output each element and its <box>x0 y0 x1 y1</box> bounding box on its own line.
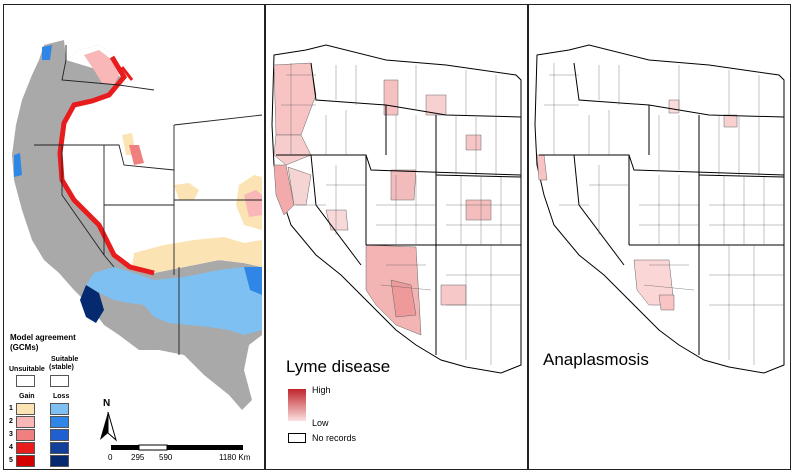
county-montana <box>723 114 738 128</box>
gain-level4-band <box>57 55 155 276</box>
gain-swatch <box>16 416 35 428</box>
county-new-mexico <box>440 284 467 306</box>
legend-level-number: 1 <box>9 405 13 412</box>
gain-swatch <box>16 429 35 441</box>
loss-label: Loss <box>53 393 70 400</box>
unsuitable-swatch <box>16 375 35 387</box>
gain-swatch <box>16 442 35 454</box>
loss-swatch <box>50 416 69 428</box>
loss-region <box>86 267 262 335</box>
suitable-label: Suitable <box>51 356 79 363</box>
model-agreement-panel: Model agreement (GCMs) Suitable (stable)… <box>3 4 265 470</box>
county-idaho <box>668 99 680 114</box>
lyme-disease-panel: Lyme disease High Low No records <box>265 4 528 470</box>
anaplasmosis-map <box>534 44 785 374</box>
loss-swatch <box>50 455 69 467</box>
gain-swatch <box>16 403 35 415</box>
anaplasmosis-counties <box>536 99 738 311</box>
gain-swatch <box>16 455 35 467</box>
county-arizona-small <box>658 294 675 311</box>
legend-title: Model agreement <box>10 333 76 342</box>
loss-region-level2 <box>244 267 262 295</box>
lyme-legend-low: Low <box>312 418 329 428</box>
no-records-label: No records <box>312 433 357 443</box>
anaplasmosis-title: Anaplasmosis <box>543 350 649 369</box>
loss-swatch <box>50 403 69 415</box>
loss-coast-patch <box>42 45 52 60</box>
county-wyoming <box>465 134 482 151</box>
legend-level-number: 3 <box>9 431 13 438</box>
gain-level3-patch <box>129 145 144 165</box>
county-california-coast <box>273 164 295 216</box>
legend-level-number: 4 <box>9 444 13 451</box>
scale-label-295: 295 <box>131 453 145 462</box>
suitable-swatch <box>50 375 69 387</box>
lyme-gradient-swatch <box>288 389 306 421</box>
county-oregon <box>273 134 312 166</box>
lyme-disease-map <box>271 44 522 374</box>
county-arizona-south <box>390 279 417 318</box>
county-utah <box>390 169 417 201</box>
legend-level-number: 5 <box>9 457 13 464</box>
county-borders <box>281 63 521 365</box>
north-arrow-icon <box>100 411 117 442</box>
suitable-sub-label: (stable) <box>49 364 74 371</box>
anaplasmosis-panel: Anaplasmosis <box>528 4 791 470</box>
scale-bar <box>111 444 243 451</box>
scale-label-0: 0 <box>108 453 113 462</box>
gain-level1-patch <box>174 183 199 200</box>
state-borders <box>34 45 263 355</box>
scale-label-590: 590 <box>159 453 173 462</box>
legend-level-number: 2 <box>9 418 13 425</box>
scale-label-1180: 1180 Km <box>219 453 251 462</box>
gain-level1-patch <box>132 237 262 273</box>
gain-label: Gain <box>19 393 35 400</box>
county-colorado <box>465 199 492 221</box>
lyme-legend-high: High <box>312 385 331 395</box>
suitable-stable-region <box>59 45 262 273</box>
lyme-title: Lyme disease <box>286 357 391 376</box>
county-borders <box>544 63 784 365</box>
loss-coast-patch <box>14 153 22 177</box>
model-agreement-map <box>8 40 263 468</box>
county-pacific-nw <box>273 62 317 136</box>
loss-region-level5 <box>80 285 104 323</box>
unsuitable-label: Unsuitable <box>9 366 45 373</box>
gain-level2-patch <box>244 190 262 217</box>
loss-swatch <box>50 442 69 454</box>
no-records-swatch <box>288 433 306 443</box>
gain-level4-band <box>120 66 134 81</box>
legend-subtitle: (GCMs) <box>10 343 39 352</box>
north-label: N <box>103 398 111 409</box>
western-us-outline <box>534 44 785 374</box>
loss-swatch <box>50 429 69 441</box>
